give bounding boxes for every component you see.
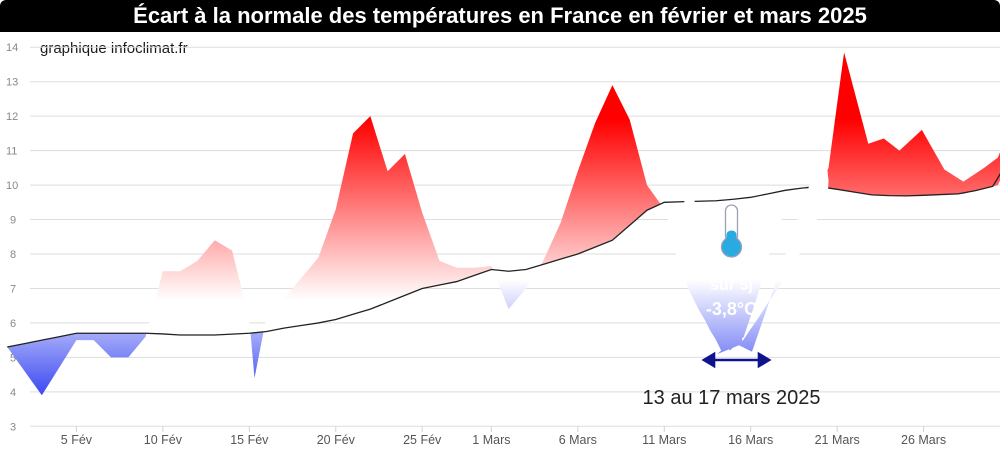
svg-text:15 Fév: 15 Fév bbox=[230, 433, 269, 447]
svg-text:8: 8 bbox=[10, 249, 16, 261]
svg-text:4: 4 bbox=[10, 387, 16, 399]
svg-text:21 Mars: 21 Mars bbox=[815, 433, 860, 447]
svg-text:11 Mars: 11 Mars bbox=[642, 433, 686, 447]
svg-text:12: 12 bbox=[6, 111, 18, 123]
svg-text:26 Mars: 26 Mars bbox=[901, 433, 946, 447]
svg-text:6 Mars: 6 Mars bbox=[559, 433, 597, 447]
svg-text:3: 3 bbox=[10, 422, 16, 434]
svg-text:-3,8°C: -3,8°C bbox=[706, 299, 757, 319]
svg-text:6: 6 bbox=[10, 318, 16, 330]
svg-text:14: 14 bbox=[6, 42, 18, 54]
svg-text:sur 5j: sur 5j bbox=[710, 277, 753, 294]
svg-text:10: 10 bbox=[6, 180, 18, 192]
svg-text:9: 9 bbox=[10, 215, 16, 227]
svg-text:1 Mars: 1 Mars bbox=[472, 433, 510, 447]
svg-text:13: 13 bbox=[6, 77, 18, 89]
svg-text:11: 11 bbox=[6, 146, 17, 158]
svg-text:10 Fév: 10 Fév bbox=[144, 433, 183, 447]
svg-text:anom.: anom. bbox=[708, 260, 755, 277]
svg-text:7: 7 bbox=[10, 284, 16, 296]
svg-text:13 au 17 mars 2025: 13 au 17 mars 2025 bbox=[643, 387, 821, 409]
svg-text:5 Fév: 5 Fév bbox=[61, 433, 93, 447]
svg-text:25 Fév: 25 Fév bbox=[403, 433, 442, 447]
svg-text:20 Fév: 20 Fév bbox=[317, 433, 356, 447]
svg-text:16 Mars: 16 Mars bbox=[728, 433, 773, 447]
